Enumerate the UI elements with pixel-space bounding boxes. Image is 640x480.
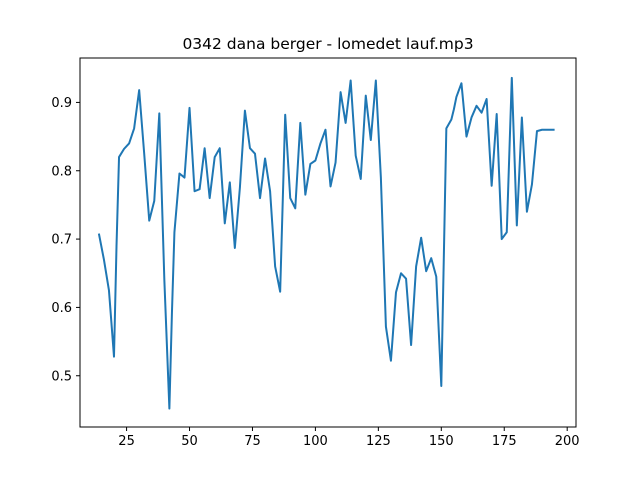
- axes-frame: [79, 57, 577, 428]
- chart-title: 0342 dana berger - lomedet lauf.mp3: [182, 35, 473, 53]
- x-tick-label: 175: [492, 434, 517, 449]
- y-axis-ticks: 0.5 0.6 0.7 0.8 0.9: [51, 96, 80, 384]
- plot-line-layer: [97, 76, 555, 410]
- y-tick-label: 0.8: [51, 164, 72, 179]
- x-tick-label: 150: [429, 434, 454, 449]
- x-tick-label: 200: [555, 434, 580, 449]
- x-tick-label: 25: [118, 434, 135, 449]
- y-tick-label: 0.7: [51, 233, 72, 248]
- x-tick-label: 125: [366, 434, 391, 449]
- x-axis-ticks: 25 50 75 100 125 150 175 200: [118, 427, 580, 449]
- x-tick-label: 50: [181, 434, 198, 449]
- y-tick-label: 0.9: [51, 96, 72, 111]
- x-tick-label: 75: [244, 434, 261, 449]
- x-tick-label: 100: [303, 434, 328, 449]
- y-tick-label: 0.6: [51, 301, 72, 316]
- y-tick-label: 0.5: [51, 369, 72, 384]
- series-line-0: [97, 76, 555, 410]
